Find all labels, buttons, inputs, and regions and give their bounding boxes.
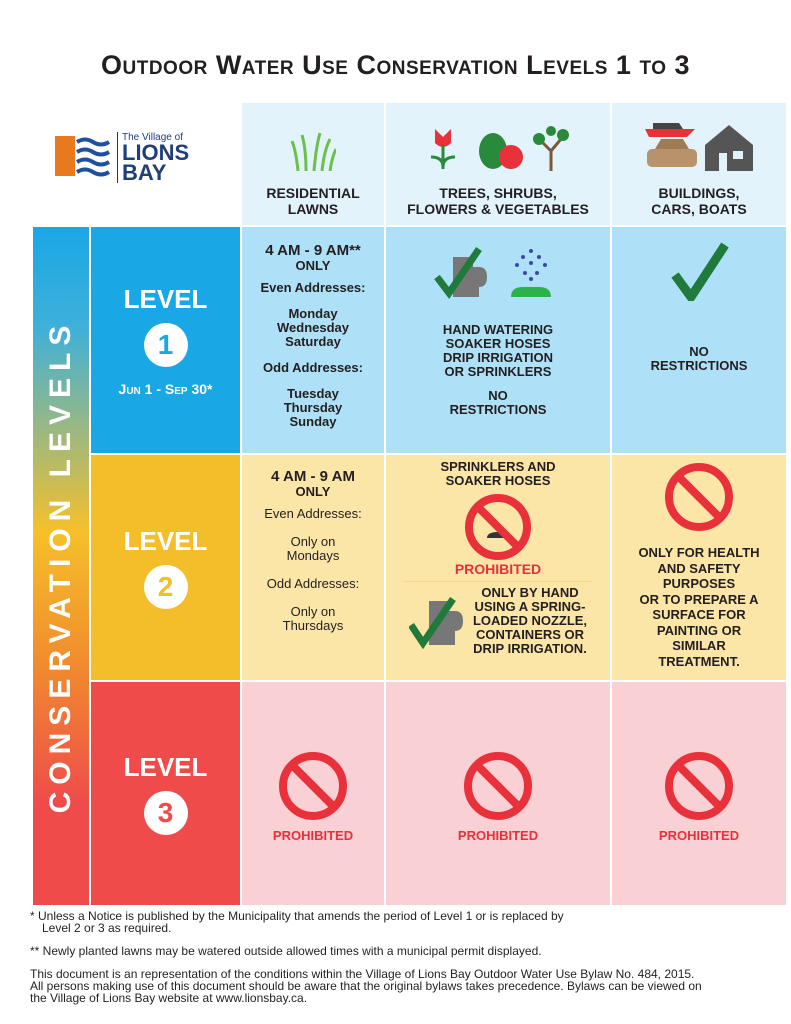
prohibited-icon <box>279 752 347 820</box>
footnote: ** Newly planted lawns may be watered ou… <box>30 944 542 958</box>
footnote: Level 2 or 3 as required. <box>42 921 172 935</box>
column-header-lawns: RESIDENTIAL LAWNS <box>242 103 384 225</box>
page-title: Outdoor Water Use Conservation Levels 1 … <box>100 50 691 80</box>
footnote: All persons making use of this document … <box>30 979 702 993</box>
level-name: LEVEL <box>123 283 208 314</box>
time-text: 4 AM - 9 AM** <box>265 242 361 259</box>
level-2-label: LEVEL 2 <box>91 455 240 680</box>
level-1-label: LEVEL 1 Jun 1 - Sep 30* <box>91 227 240 453</box>
method-text: DRIP IRRIGATION. <box>473 641 587 656</box>
header-text: LAWNS <box>287 201 339 217</box>
method-text: SPRINKLERS AND <box>440 459 556 474</box>
level-name: LEVEL <box>123 752 208 782</box>
method-text: HAND WATERING <box>442 322 554 337</box>
header-text: RESIDENTIAL <box>266 185 360 201</box>
method-text: LOADED NOZZLE, <box>472 613 588 628</box>
level-number: 3 <box>143 791 188 835</box>
level-name: LEVEL <box>123 526 208 556</box>
waves-logo-icon <box>55 132 115 184</box>
status-text: RESTRICTIONS <box>449 402 547 417</box>
prohibited-text: PROHIBITED <box>457 828 539 843</box>
level2-buildings-cell: ONLY FOR HEALTH AND SAFETY PURPOSES OR T… <box>612 455 786 680</box>
prohibited-text: PROHIBITED <box>454 561 542 577</box>
footnote: * Unless a Notice is published by the Mu… <box>30 909 564 923</box>
time-text: ONLY <box>295 484 331 499</box>
grass-icon <box>290 132 336 171</box>
condition-text: AND SAFETY <box>657 560 741 576</box>
odd-label: Odd Addresses: <box>263 360 363 375</box>
watering-can-check-icon <box>408 597 463 650</box>
day: Sunday <box>289 414 337 429</box>
level-number: 2 <box>143 565 188 609</box>
prohibited-text: PROHIBITED <box>658 828 740 843</box>
column-header-buildings: BUILDINGS, CARS, BOATS <box>612 103 786 225</box>
level1-buildings-cell: NO RESTRICTIONS <box>612 227 786 453</box>
day: Tuesday <box>287 386 339 401</box>
prohibited-text: PROHIBITED <box>272 828 354 843</box>
method-text: CONTAINERS OR <box>475 627 585 642</box>
prohibited-icon <box>464 752 532 820</box>
day: Thursdays <box>282 618 344 633</box>
condition-text: PAINTING OR <box>656 622 742 638</box>
footnote: This document is an representation of th… <box>30 967 695 981</box>
column-header-plants: TREES, SHRUBS, FLOWERS & VEGETABLES <box>386 103 610 225</box>
level1-lawns-cell: 4 AM - 9 AM** ONLY Even Addresses: Monda… <box>242 227 384 453</box>
level-3-label: LEVEL 3 <box>91 682 240 905</box>
day: Monday <box>288 306 338 321</box>
condition-text: PURPOSES <box>662 576 736 591</box>
level-number: 1 <box>143 322 188 367</box>
method-text: SOAKER HOSES <box>445 336 551 351</box>
day: Mondays <box>286 548 340 563</box>
conservation-levels-bar: CONSERVATION LEVELS <box>33 227 89 905</box>
odd-label: Odd Addresses: <box>266 576 360 591</box>
level1-plants-cell: HAND WATERING SOAKER HOSES DRIP IRRIGATI… <box>386 227 610 453</box>
status-text: NO <box>488 388 508 403</box>
even-label: Even Addresses: <box>260 280 366 295</box>
method-text: ONLY BY HAND <box>481 585 579 600</box>
method-text: OR SPRINKLERS <box>444 364 552 379</box>
condition-text: TREATMENT. <box>658 653 740 669</box>
condition-text: OR TO PREPARE A <box>639 591 759 607</box>
level3-buildings-cell: PROHIBITED <box>612 682 786 905</box>
level2-lawns-cell: 4 AM - 9 AM ONLY Even Addresses: Only on… <box>242 455 384 680</box>
plants-icon <box>430 126 569 171</box>
header-text: BUILDINGS, <box>658 185 740 201</box>
watering-can-sprinkler-icon <box>434 247 551 300</box>
level3-lawns-cell: PROHIBITED <box>242 682 384 905</box>
condition-text: SURFACE FOR <box>652 607 746 622</box>
prohibited-icon <box>665 463 733 531</box>
logo-text: BAY <box>122 160 167 185</box>
house-car-boat-icon <box>645 123 753 171</box>
lions-bay-logo: The Village of LIONS BAY <box>55 132 225 192</box>
header-text: TREES, SHRUBS, <box>439 185 557 201</box>
day: Only on <box>290 534 336 549</box>
condition-text: SIMILAR <box>672 638 726 653</box>
status-text: NO <box>689 344 709 359</box>
level-period: Jun 1 - Sep 30* <box>118 380 213 397</box>
time-text: 4 AM - 9 AM <box>271 468 355 485</box>
logo-text: LIONS <box>122 140 190 165</box>
day: Thursday <box>283 400 343 415</box>
day: Only on <box>290 604 336 619</box>
method-text: USING A SPRING- <box>474 599 586 614</box>
header-text: CARS, BOATS <box>651 201 747 217</box>
header-text: FLOWERS & VEGETABLES <box>407 201 589 217</box>
condition-text: ONLY FOR HEALTH <box>638 545 760 560</box>
level3-plants-cell: PROHIBITED <box>386 682 610 905</box>
method-text: DRIP IRRIGATION <box>442 350 554 365</box>
check-icon <box>671 242 729 301</box>
logo-text: The Village of <box>122 132 183 143</box>
prohibited-sprinkler-icon <box>465 494 531 560</box>
status-text: RESTRICTIONS <box>650 358 748 373</box>
prohibited-icon <box>665 752 733 820</box>
time-text: ONLY <box>295 258 331 273</box>
day: Wednesday <box>276 320 349 335</box>
level2-plants-cell: SPRINKLERS AND SOAKER HOSES PROHIBITED O… <box>386 455 610 680</box>
side-label: CONSERVATION LEVELS <box>44 318 77 814</box>
footnote: the Village of Lions Bay website at www.… <box>30 991 308 1005</box>
even-label: Even Addresses: <box>264 506 362 521</box>
method-text: SOAKER HOSES <box>445 473 551 488</box>
day: Saturday <box>285 334 341 349</box>
